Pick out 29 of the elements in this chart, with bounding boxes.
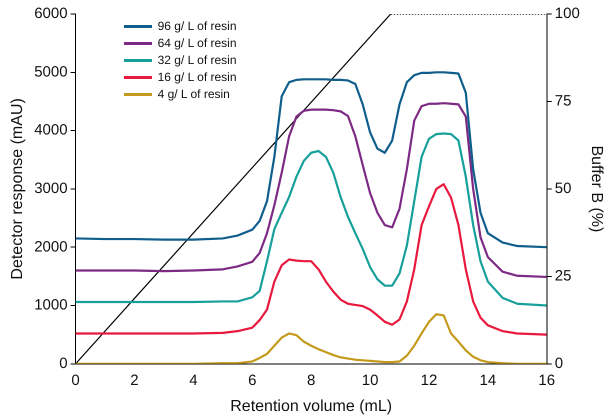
y-tick-label: 3000 (34, 180, 68, 198)
legend-label: 96 g/ L of resin (158, 18, 236, 35)
x-tick-label: 14 (480, 372, 496, 389)
x-tick-label: 4 (189, 372, 198, 389)
y-tick-label: 0 (59, 354, 68, 372)
x-axis-title: Retention volume (mL) (230, 398, 392, 415)
x-tick-label: 16 (538, 372, 556, 389)
x-tick-label: 0 (71, 372, 80, 389)
y2-tick-label: 0 (554, 354, 564, 372)
legend-label: 16 g/ L of resin (158, 69, 236, 86)
y-tick-label: 5000 (34, 63, 68, 80)
y2-tick-label: 50 (554, 180, 572, 198)
y2-tick-label: 75 (554, 92, 572, 110)
y-axis-title: Detector response (mAU) (9, 98, 26, 280)
x-tick-label: 8 (307, 372, 316, 389)
legend-label: 32 g/ L of resin (158, 52, 236, 69)
x-tick-label: 2 (130, 372, 139, 389)
x-tick-label: 10 (362, 372, 378, 389)
legend-label: 64 g/ L of resin (158, 35, 236, 52)
y-tick-label: 1000 (34, 296, 68, 314)
legend-label: 4 g/ L of resin (158, 86, 230, 103)
x-tick-label: 6 (248, 372, 256, 389)
y2-tick-label: 100 (554, 5, 580, 22)
y-tick-label: 6000 (34, 5, 68, 22)
y-tick-label: 4000 (34, 122, 68, 139)
y2-tick-label: 25 (554, 267, 572, 284)
y2-axis-title: Buffer B (%) (588, 145, 605, 232)
x-tick-label: 12 (420, 372, 438, 389)
y-tick-label: 2000 (34, 238, 68, 256)
